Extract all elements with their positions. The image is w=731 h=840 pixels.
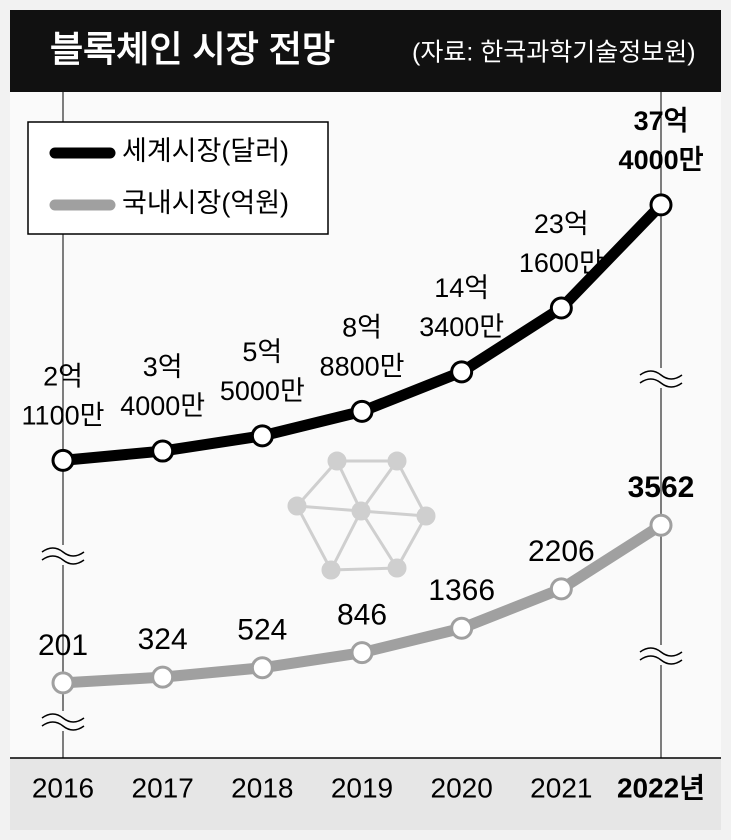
data-label: 3562 xyxy=(628,471,695,504)
title-bar xyxy=(10,10,721,92)
chart-title: 블록체인 시장 전망 xyxy=(50,29,335,70)
x-tick-label: 2019 xyxy=(331,772,393,803)
point xyxy=(250,656,274,680)
data-label: 1366 xyxy=(428,574,495,607)
point xyxy=(350,399,374,423)
data-label: 3억 4000만 xyxy=(120,352,205,421)
x-tick-label: 2016 xyxy=(32,772,94,803)
x-axis-band xyxy=(10,758,721,830)
data-label: 5억 5000만 xyxy=(220,337,305,406)
point xyxy=(151,665,175,689)
x-tick-label: 2017 xyxy=(132,772,194,803)
point xyxy=(51,448,75,472)
data-label: 8억 8800만 xyxy=(320,313,405,382)
data-label: 524 xyxy=(237,614,287,647)
legend-label: 국내시장(억원) xyxy=(122,188,289,218)
point xyxy=(450,360,474,384)
data-label: 846 xyxy=(337,599,387,632)
point xyxy=(450,616,474,640)
blockchain-icon xyxy=(287,451,436,580)
point xyxy=(250,424,274,448)
axis-breaks xyxy=(40,368,684,731)
point xyxy=(649,513,673,537)
data-label: 2206 xyxy=(528,535,595,568)
data-label: 324 xyxy=(138,623,188,656)
data-label: 201 xyxy=(38,629,88,662)
x-tick-label: 2022년 xyxy=(617,772,705,803)
data-label: 37억 4000만 xyxy=(619,106,704,175)
data-label: 2억 1100만 xyxy=(22,362,105,431)
x-tick-label: 2021 xyxy=(530,772,592,803)
point xyxy=(649,193,673,217)
data-label: 23억 1600만 xyxy=(519,209,604,278)
point xyxy=(549,296,573,320)
data-label: 14억 3400만 xyxy=(419,273,504,342)
x-tick-label: 2018 xyxy=(231,772,293,803)
x-tick-label: 2020 xyxy=(431,772,493,803)
source: (자료: 한국과학기술정보원) xyxy=(412,39,696,67)
legend-label: 세계시장(달러) xyxy=(122,136,289,166)
point xyxy=(51,671,75,695)
point xyxy=(549,577,573,601)
point xyxy=(350,641,374,665)
point xyxy=(151,439,175,463)
legend xyxy=(27,121,329,235)
